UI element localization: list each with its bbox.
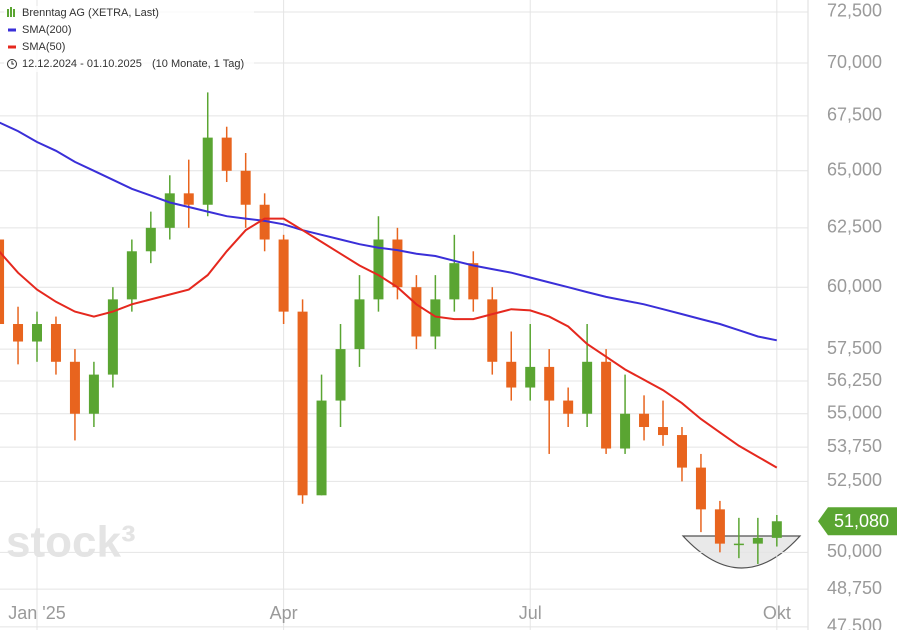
candle-body	[183, 193, 194, 205]
candle-body	[639, 413, 650, 428]
candle-body	[32, 324, 42, 342]
candle-body	[695, 467, 706, 510]
period-note: (10 Monate, 1 Tag)	[152, 58, 244, 70]
candle-body	[13, 324, 24, 342]
candle-body	[107, 299, 118, 375]
legend-bg	[4, 6, 254, 72]
y-tick-label: 53,750	[827, 436, 882, 456]
candle-body	[297, 311, 308, 496]
candle-body	[88, 374, 99, 414]
candle-body	[676, 435, 687, 468]
last-price-badge	[818, 507, 897, 536]
y-tick-label: 47,500	[827, 616, 882, 630]
legend-title: Brenntag AG (XETRA, Last)	[22, 7, 159, 19]
clock-hands	[11, 61, 14, 65]
candle-body	[373, 239, 384, 300]
sma-line	[0, 121, 777, 342]
candle-body	[658, 427, 669, 436]
candle-body	[487, 299, 498, 362]
candle-body	[544, 366, 555, 401]
date-range: 12.12.2024 - 01.10.2025	[22, 58, 142, 70]
candle-body	[164, 193, 175, 228]
candle-body	[126, 251, 137, 300]
candle-body	[354, 299, 365, 350]
last-price-label: 51,080	[834, 511, 889, 531]
candle-body	[259, 204, 270, 240]
legend-icon	[7, 7, 15, 17]
candle-body	[733, 543, 744, 546]
legend-entry: SMA(200)	[22, 24, 72, 36]
candle-body	[240, 170, 251, 205]
candle-body	[771, 521, 782, 538]
candle-body	[0, 239, 5, 325]
y-tick-label: 52,500	[827, 470, 882, 490]
sma-line	[0, 217, 778, 469]
candle-body	[278, 239, 289, 312]
candle-body	[582, 361, 593, 414]
y-tick-label: 48,750	[827, 578, 882, 598]
y-tick-label: 50,000	[827, 541, 882, 561]
candle-body	[449, 263, 460, 300]
candle-body	[506, 361, 517, 388]
candle-body	[221, 137, 232, 171]
x-tick-label: Apr	[270, 603, 298, 623]
candle-body	[525, 366, 536, 388]
candle-body	[563, 400, 574, 414]
y-tick-label: 67,500	[827, 105, 882, 125]
y-tick-label: 65,000	[827, 160, 882, 180]
candle-body	[316, 400, 327, 496]
watermark: stock³	[6, 518, 136, 567]
candle-body	[202, 137, 213, 205]
x-tick-label: Jul	[519, 603, 542, 623]
y-tick-label: 70,000	[827, 52, 882, 72]
legend-entry: SMA(50)	[22, 41, 65, 53]
candle-body	[335, 349, 346, 401]
candle-body	[430, 299, 441, 337]
plot	[0, 0, 808, 630]
x-tick-label: Jan '25	[8, 603, 65, 623]
candle-body	[50, 324, 61, 362]
y-tick-label: 62,500	[827, 217, 882, 237]
y-tick-label: 57,500	[827, 338, 882, 358]
candle-body	[468, 263, 479, 300]
candle-body	[752, 537, 763, 544]
y-tick-label: 55,000	[827, 402, 882, 422]
candle-body	[714, 509, 725, 544]
candle-body	[145, 227, 156, 252]
candle-body	[411, 287, 422, 337]
legend: Brenntag AG (XETRA, Last) SMA(200) SMA(5…	[4, 6, 254, 72]
candle-body	[69, 361, 80, 414]
x-tick-label: Okt	[763, 603, 791, 623]
candle-body	[620, 413, 631, 449]
clock-icon	[7, 59, 17, 69]
candle-body	[601, 361, 612, 449]
y-tick-label: 60,000	[827, 276, 882, 296]
y-tick-label: 72,500	[827, 1, 882, 21]
candle-body	[392, 239, 403, 288]
y-tick-label: 56,250	[827, 370, 882, 390]
